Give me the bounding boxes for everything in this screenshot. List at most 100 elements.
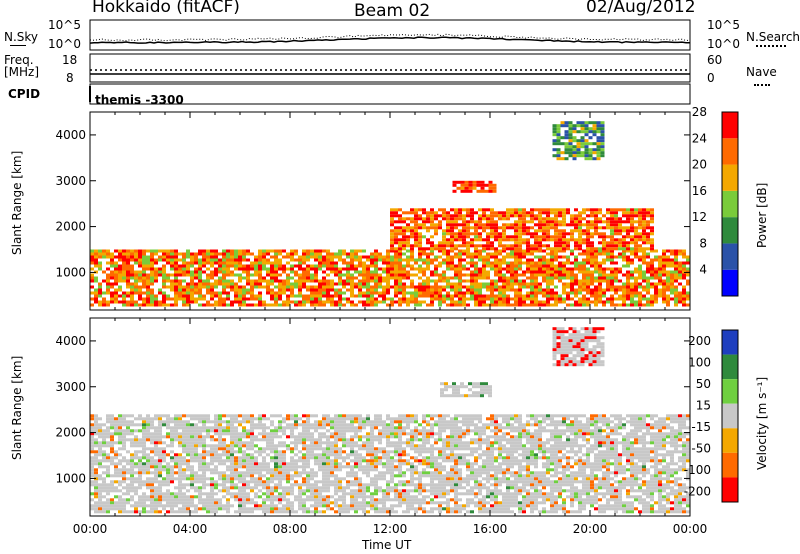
data-cell bbox=[556, 151, 561, 155]
data-cell bbox=[194, 282, 198, 286]
data-cell bbox=[214, 432, 218, 436]
data-cell bbox=[642, 270, 646, 274]
data-cell bbox=[162, 420, 166, 424]
data-cell bbox=[290, 435, 294, 439]
data-cell bbox=[582, 241, 586, 245]
data-cell bbox=[206, 267, 210, 271]
data-cell bbox=[600, 142, 605, 146]
data-cell bbox=[154, 450, 158, 454]
data-cell bbox=[494, 258, 498, 262]
data-cell bbox=[534, 229, 538, 233]
data-cell bbox=[542, 300, 546, 304]
data-cell bbox=[154, 435, 158, 439]
data-cell bbox=[330, 501, 334, 505]
data-cell bbox=[570, 223, 574, 227]
data-cell bbox=[402, 220, 406, 224]
data-cell bbox=[162, 303, 166, 307]
data-cell bbox=[610, 273, 614, 277]
data-cell bbox=[518, 217, 522, 221]
date-label: 02/Aug/2012 bbox=[586, 0, 696, 17]
data-cell bbox=[454, 220, 458, 224]
data-cell bbox=[566, 232, 570, 236]
data-cell bbox=[174, 459, 178, 463]
data-cell bbox=[642, 247, 646, 251]
data-cell bbox=[126, 450, 130, 454]
data-cell bbox=[578, 247, 582, 251]
data-cell bbox=[334, 303, 338, 307]
data-cell bbox=[596, 139, 601, 143]
data-cell bbox=[262, 303, 266, 307]
data-cell bbox=[198, 456, 202, 460]
data-cell bbox=[458, 264, 462, 268]
data-cell bbox=[538, 267, 542, 271]
data-cell bbox=[318, 252, 322, 256]
data-cell bbox=[134, 486, 138, 490]
data-cell bbox=[486, 235, 490, 239]
data-cell bbox=[342, 486, 346, 490]
data-cell bbox=[398, 249, 402, 253]
data-cell bbox=[318, 498, 322, 502]
data-cell bbox=[650, 229, 654, 233]
data-cell bbox=[202, 414, 206, 418]
data-cell bbox=[202, 270, 206, 274]
data-cell bbox=[354, 483, 358, 487]
data-cell bbox=[350, 483, 354, 487]
data-cell bbox=[250, 486, 254, 490]
data-cell bbox=[622, 249, 626, 253]
data-cell bbox=[450, 232, 454, 236]
data-cell bbox=[150, 501, 154, 505]
data-cell bbox=[358, 417, 362, 421]
data-cell bbox=[374, 291, 378, 295]
data-cell bbox=[326, 447, 330, 451]
data-cell bbox=[262, 438, 266, 442]
data-cell bbox=[378, 420, 382, 424]
data-cell bbox=[390, 244, 394, 248]
data-cell bbox=[522, 285, 526, 289]
data-cell bbox=[606, 255, 610, 259]
data-cell bbox=[174, 282, 178, 286]
data-cell bbox=[450, 235, 454, 239]
data-cell bbox=[430, 285, 434, 289]
data-cell bbox=[318, 285, 322, 289]
data-cell bbox=[266, 285, 270, 289]
data-cell bbox=[418, 232, 422, 236]
data-cell bbox=[210, 501, 214, 505]
data-cell bbox=[438, 279, 442, 283]
data-cell bbox=[138, 441, 142, 445]
data-cell bbox=[178, 492, 182, 496]
data-cell bbox=[262, 480, 266, 484]
data-cell bbox=[542, 291, 546, 295]
data-cell bbox=[506, 261, 510, 265]
data-cell bbox=[106, 429, 110, 433]
data-cell bbox=[434, 258, 438, 262]
data-cell bbox=[190, 438, 194, 442]
data-cell bbox=[494, 288, 498, 292]
data-cell bbox=[186, 414, 190, 418]
data-cell bbox=[154, 465, 158, 469]
data-cell bbox=[294, 447, 298, 451]
data-cell bbox=[446, 282, 450, 286]
data-cell bbox=[242, 417, 246, 421]
data-cell bbox=[468, 189, 473, 193]
data-cell bbox=[422, 291, 426, 295]
data-cell bbox=[154, 453, 158, 457]
data-cell bbox=[322, 291, 326, 295]
data-cell bbox=[610, 255, 614, 259]
data-cell bbox=[278, 273, 282, 277]
data-cell bbox=[366, 474, 370, 478]
data-cell bbox=[454, 282, 458, 286]
data-cell bbox=[410, 229, 414, 233]
data-cell bbox=[482, 285, 486, 289]
data-cell bbox=[262, 300, 266, 304]
data-cell bbox=[494, 264, 498, 268]
data-cell bbox=[572, 148, 577, 152]
data-cell bbox=[446, 229, 450, 233]
noise-search-curve bbox=[89, 33, 691, 42]
data-cell bbox=[250, 501, 254, 505]
data-cell bbox=[646, 235, 650, 239]
data-cell bbox=[610, 294, 614, 298]
data-cell bbox=[566, 273, 570, 277]
data-cell bbox=[274, 498, 278, 502]
data-cell bbox=[478, 276, 482, 280]
data-cell bbox=[154, 492, 158, 496]
